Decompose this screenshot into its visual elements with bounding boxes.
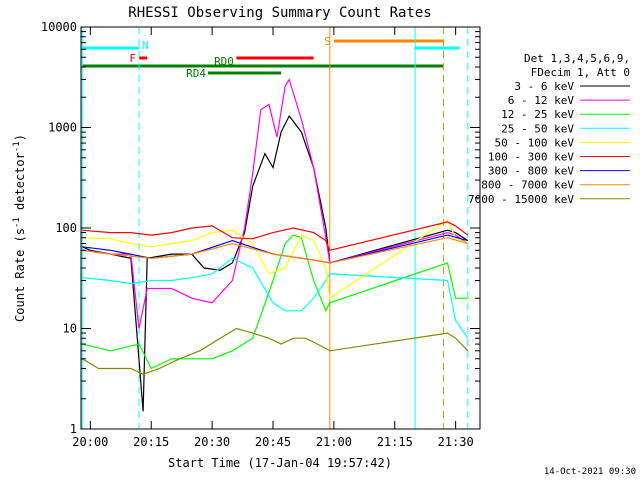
flag-label: N bbox=[142, 39, 149, 52]
flag-label: RD0 bbox=[214, 55, 234, 68]
series-line bbox=[82, 234, 468, 264]
legend-entry-label: 6 - 12 keV bbox=[508, 94, 575, 107]
series-line bbox=[82, 257, 469, 339]
x-axis-label: Start Time (17-Jan-04 19:57:42) bbox=[168, 456, 392, 470]
legend-entry-label: 3 - 6 keV bbox=[514, 80, 574, 93]
y-tick-label: 10000 bbox=[41, 20, 77, 34]
x-tick-label: 20:30 bbox=[194, 435, 230, 449]
legend-entry-label: 12 - 25 keV bbox=[501, 108, 574, 121]
y-axis: 1 10 100 1000 10000 bbox=[41, 20, 480, 436]
timestamp-stamp: 14-Oct-2021 09:30 bbox=[544, 467, 636, 477]
x-tick-label: 20:15 bbox=[133, 435, 169, 449]
y-tick-label: 1000 bbox=[48, 121, 77, 135]
x-axis: 20:00 20:15 20:30 20:45 21:00 21:15 21:30 bbox=[72, 27, 474, 449]
legend-entry-label: 100 - 300 keV bbox=[488, 151, 574, 164]
x-tick-label: 20:45 bbox=[255, 435, 291, 449]
flag-label: F bbox=[129, 52, 136, 65]
flag-layer: NF S RD0 RD4 bbox=[82, 35, 460, 80]
series-line bbox=[81, 327, 469, 375]
legend: Det 1,3,4,5,6,9, FDecim 1, Att 0 3 - 6 k… bbox=[468, 52, 630, 206]
x-tick-label: 21:00 bbox=[316, 435, 352, 449]
series-line bbox=[81, 114, 469, 412]
y-tick-label: 10 bbox=[63, 322, 77, 336]
y-axis-label: Count Rate (s-1 detector-1) bbox=[12, 134, 27, 322]
series-layer bbox=[81, 78, 469, 412]
chart-title: RHESSI Observing Summary Count Rates bbox=[128, 5, 431, 21]
legend-entry-label: 7000 - 15000 keV bbox=[468, 193, 574, 206]
legend-header-line-1: Det 1,3,4,5,6,9, bbox=[524, 52, 630, 65]
legend-entry-label: 300 - 800 keV bbox=[488, 165, 574, 178]
flag-label: RD4 bbox=[186, 67, 206, 80]
series-line bbox=[82, 221, 469, 252]
series-line bbox=[82, 219, 469, 300]
x-tick-label: 20:00 bbox=[72, 435, 108, 449]
x-tick-label: 21:30 bbox=[438, 435, 474, 449]
series-line bbox=[82, 78, 469, 329]
series-line bbox=[82, 234, 468, 370]
y-tick-label: 100 bbox=[55, 221, 77, 235]
flag-label: S bbox=[324, 35, 331, 48]
legend-entry-label: 25 - 50 keV bbox=[501, 122, 574, 135]
y-tick-label: 1 bbox=[70, 422, 77, 436]
legend-entry-label: 50 - 100 keV bbox=[495, 136, 575, 149]
x-tick-label: 21:15 bbox=[377, 435, 413, 449]
legend-header-line-2: FDecim 1, Att 0 bbox=[531, 66, 630, 79]
series-line bbox=[82, 237, 468, 264]
legend-entry-label: 800 - 7000 keV bbox=[481, 179, 574, 192]
